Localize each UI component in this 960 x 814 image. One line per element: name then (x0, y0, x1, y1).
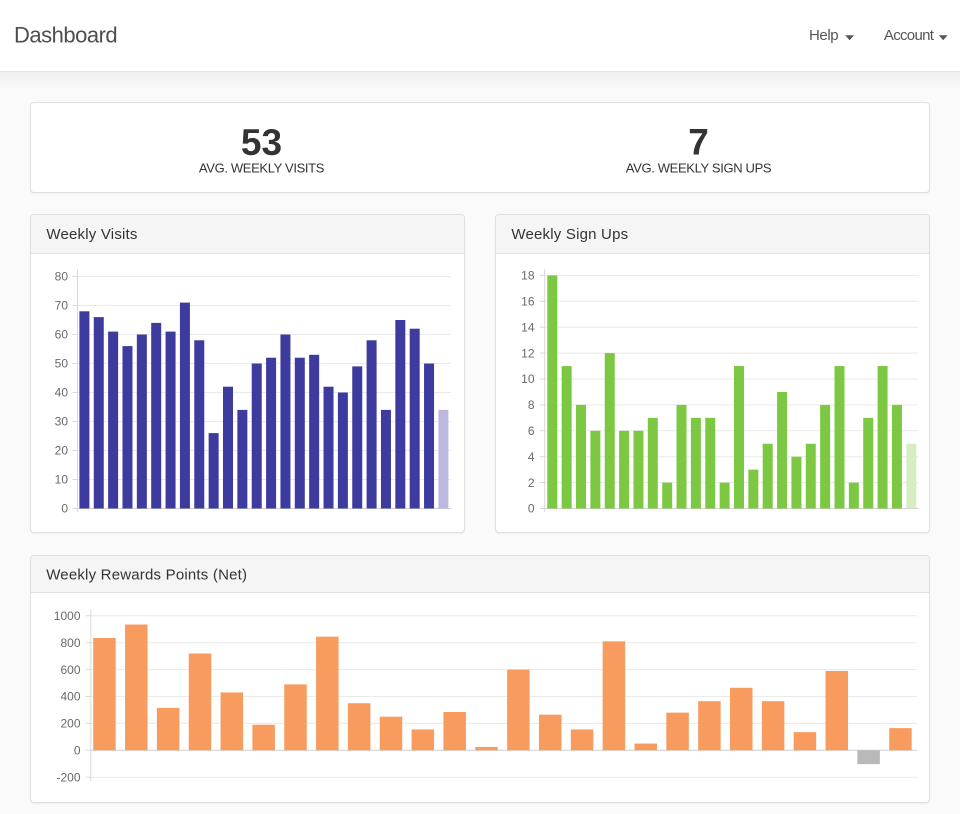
svg-text:7: 7 (688, 122, 709, 163)
svg-text:40: 40 (55, 386, 69, 400)
svg-text:0: 0 (74, 744, 81, 758)
svg-text:10: 10 (55, 473, 69, 487)
svg-text:18: 18 (521, 269, 535, 283)
svg-text:2: 2 (528, 476, 535, 490)
svg-text:8: 8 (528, 398, 535, 412)
svg-text:-200: -200 (56, 770, 80, 784)
svg-text:10: 10 (521, 372, 535, 386)
svg-text:0: 0 (528, 502, 535, 516)
svg-text:0: 0 (61, 502, 68, 516)
svg-text:30: 30 (55, 415, 69, 429)
svg-text:1000: 1000 (54, 609, 81, 623)
svg-text:6: 6 (528, 424, 535, 438)
svg-text:16: 16 (521, 295, 535, 309)
svg-text:Dashboard: Dashboard (14, 22, 117, 47)
svg-text:600: 600 (60, 663, 80, 677)
svg-text:Weekly Sign Ups: Weekly Sign Ups (511, 226, 628, 243)
svg-text:Account: Account (884, 27, 935, 44)
svg-text:50: 50 (55, 357, 69, 371)
svg-text:53: 53 (241, 122, 282, 163)
svg-text:4: 4 (528, 450, 535, 464)
svg-text:20: 20 (55, 444, 69, 458)
svg-text:800: 800 (60, 636, 80, 650)
svg-text:80: 80 (55, 270, 69, 284)
svg-text:Weekly Rewards Points (Net): Weekly Rewards Points (Net) (46, 567, 247, 584)
svg-text:AVG. WEEKLY SIGN UPS: AVG. WEEKLY SIGN UPS (626, 160, 772, 175)
svg-text:14: 14 (521, 320, 535, 334)
svg-text:Help: Help (809, 27, 838, 44)
svg-text:AVG. WEEKLY VISITS: AVG. WEEKLY VISITS (199, 160, 325, 175)
svg-text:60: 60 (55, 328, 69, 342)
svg-text:200: 200 (60, 717, 80, 731)
svg-text:400: 400 (60, 690, 80, 704)
svg-text:12: 12 (521, 346, 535, 360)
svg-text:70: 70 (55, 299, 69, 313)
svg-text:Weekly Visits: Weekly Visits (46, 226, 137, 243)
